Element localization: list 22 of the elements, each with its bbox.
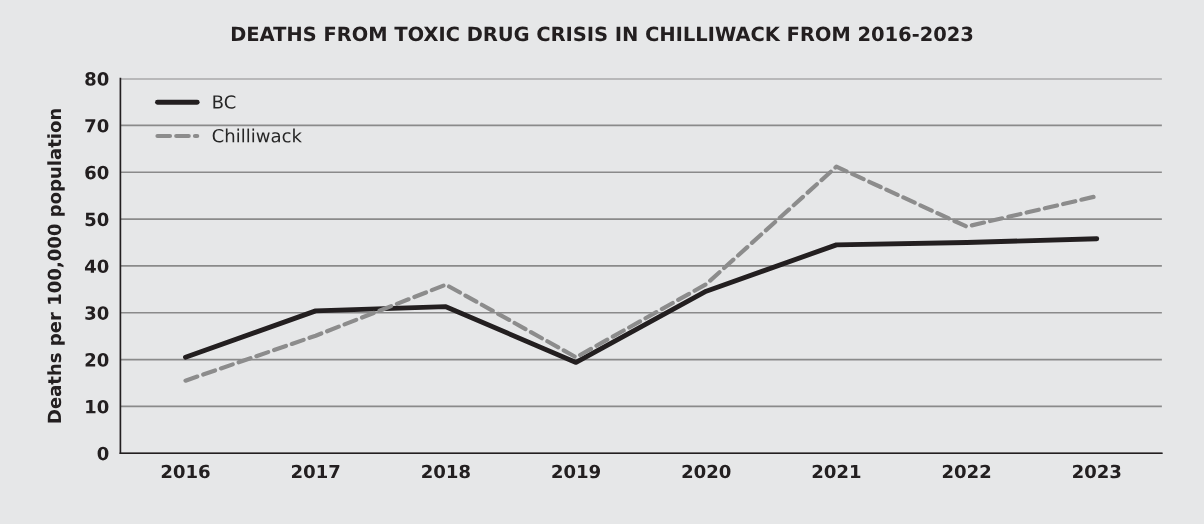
y-tick-label: 0 [97, 446, 109, 461]
y-tick-label: 10 [86, 399, 109, 414]
y-tick-label: 70 [85, 118, 109, 133]
y-tick-label: 60 [85, 165, 109, 180]
line-series [183, 236, 1100, 365]
y-axis-title: Deaths per 100,000 population [47, 109, 65, 423]
x-tick-label: 2023 [1073, 464, 1121, 479]
x-tick-label: 2022 [942, 464, 991, 479]
y-tick-label: 80 [85, 72, 109, 86]
x-tick-label: 2016 [161, 464, 210, 479]
legend-label: Chilliwack [212, 128, 302, 143]
x-tick-label: 2017 [291, 464, 340, 479]
x-tick-label: 2019 [552, 464, 601, 479]
legend-label: BC [213, 95, 236, 109]
chart-title: DEATHS FROM TOXIC DRUG CRISIS IN CHILLIWACK FROM 2016-2023 [231, 26, 973, 42]
x-tick-label: 2020 [682, 464, 731, 479]
x-tick-label: 2021 [812, 464, 861, 479]
y-tick-label: 20 [85, 353, 109, 367]
y-tick-label: 50 [85, 212, 109, 227]
y-tick-label: 30 [85, 306, 109, 320]
x-tick-label: 2018 [422, 464, 470, 479]
y-tick-label: 40 [84, 259, 109, 274]
